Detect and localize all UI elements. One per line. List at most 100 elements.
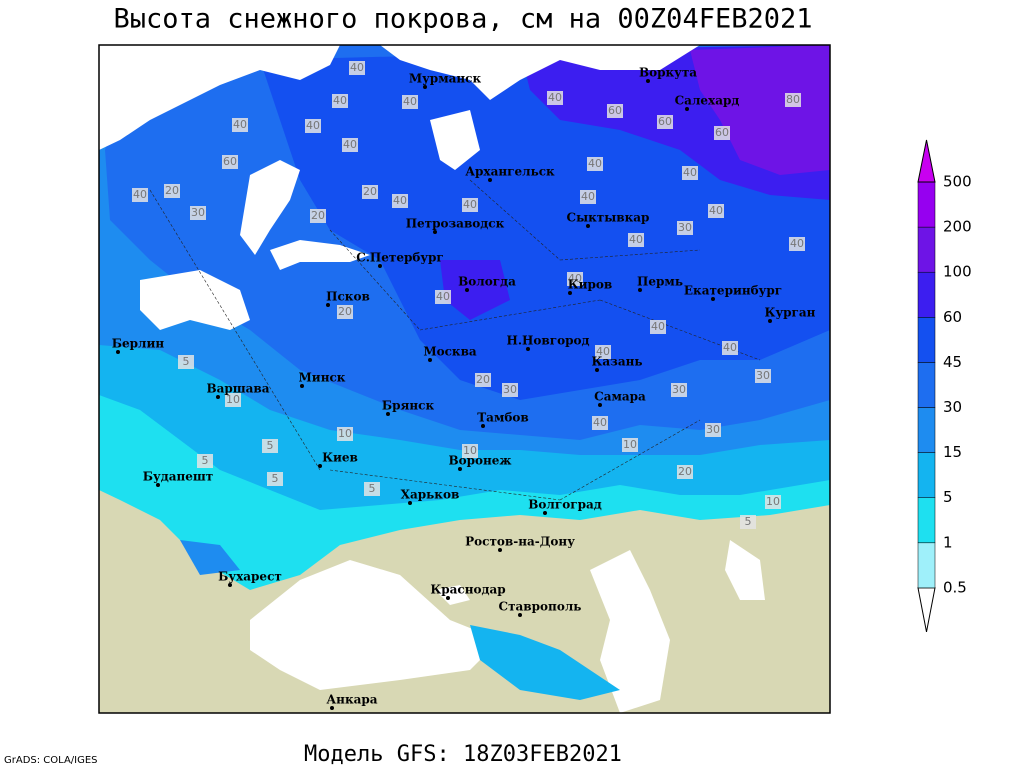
contour-label-box <box>722 341 738 355</box>
colorbar-label: 60 <box>943 308 962 326</box>
contour-label: 40 <box>651 320 665 333</box>
border <box>419 299 601 331</box>
contour-label: 20 <box>678 465 692 478</box>
title: Высота снежного покрова, см на 00Z04FEB2… <box>114 4 813 35</box>
sea <box>99 45 340 150</box>
contour-label-box <box>197 454 213 468</box>
city-label: Киев <box>322 451 358 465</box>
city-label: Киров <box>568 278 613 292</box>
colorbar-segment <box>917 497 936 544</box>
contour-label-box <box>337 427 353 441</box>
city-label: Бухарест <box>218 570 282 584</box>
contour-label-box <box>677 465 693 479</box>
contour-label: 10 <box>766 495 780 508</box>
colorbar-segment <box>917 226 936 273</box>
contour-label-box <box>607 104 623 118</box>
city-label: Воронеж <box>448 454 511 468</box>
city-label: Харьков <box>401 488 460 502</box>
snow-region <box>470 625 620 700</box>
contour-label-box <box>435 290 451 304</box>
map-frame <box>98 44 831 714</box>
contour-label: 40 <box>403 95 417 108</box>
colorbar-label: 45 <box>943 353 962 371</box>
snow-region <box>690 45 830 175</box>
city-dot <box>518 613 522 617</box>
city-dot <box>228 583 232 587</box>
contour-label: 40 <box>436 290 450 303</box>
city-dot <box>646 79 650 83</box>
contour-label-box <box>402 95 418 109</box>
city-dot <box>386 412 390 416</box>
contour-label-box <box>362 185 378 199</box>
contour-label-box <box>337 305 353 319</box>
contour-label: 5 <box>183 355 190 368</box>
border <box>329 469 561 501</box>
city-label: Ростов-на-Дону <box>465 535 575 549</box>
contour-label-box <box>392 194 408 208</box>
contour-label: 40 <box>548 91 562 104</box>
contour-label: 40 <box>588 157 602 170</box>
contour-label: 10 <box>226 393 240 406</box>
contour-label-box <box>580 190 596 204</box>
city-dot <box>595 368 599 372</box>
contour-label: 30 <box>678 221 692 234</box>
sea <box>270 240 370 270</box>
city-label: Пермь <box>637 275 683 289</box>
city-label: Мурманск <box>409 72 482 86</box>
city-dot <box>300 384 304 388</box>
contour-label-box <box>232 118 248 132</box>
contour-label-box <box>547 91 563 105</box>
city-dot <box>428 358 432 362</box>
border <box>559 419 701 501</box>
city-label: Тамбов <box>477 411 528 425</box>
city-dot <box>768 319 772 323</box>
contour-label-box <box>765 495 781 509</box>
contour-label-box <box>708 204 724 218</box>
city-dot <box>481 424 485 428</box>
contour-label: 40 <box>596 345 610 358</box>
contour-label-box <box>475 373 491 387</box>
contour-label-box <box>622 438 638 452</box>
snow-region <box>180 540 240 575</box>
contour-label: 60 <box>223 155 237 168</box>
colorbar-label: 100 <box>943 263 972 281</box>
city-dot <box>433 230 437 234</box>
contour-label: 40 <box>593 416 607 429</box>
city-dot <box>598 403 602 407</box>
contour-label-box <box>592 416 608 430</box>
contour-label: 5 <box>745 515 752 528</box>
contour-label-box <box>364 482 380 496</box>
colorbar-over <box>917 139 936 183</box>
contour-label: 10 <box>623 438 637 451</box>
contour-label-box <box>222 155 238 169</box>
contour-label: 40 <box>233 118 247 131</box>
contour-label: 40 <box>629 233 643 246</box>
contour-label: 30 <box>756 369 770 382</box>
contour-label-box <box>657 115 673 129</box>
colorbar-segment <box>917 317 936 363</box>
contour-label-box <box>567 272 583 286</box>
contour-label: 80 <box>786 93 800 106</box>
sea <box>240 160 300 255</box>
city-label: Салехард <box>675 94 740 108</box>
colorbar-label: 15 <box>943 443 962 461</box>
contour-label: 40 <box>133 188 147 201</box>
city-label: Варшава <box>206 382 269 396</box>
contour-label: 20 <box>363 185 377 198</box>
city-dot <box>156 483 160 487</box>
city-dot <box>638 288 642 292</box>
city-label: Москва <box>423 345 477 359</box>
city-dot <box>526 347 530 351</box>
colorbar-segment <box>917 181 936 228</box>
city-dot <box>446 596 450 600</box>
city-dot <box>330 706 334 710</box>
city-label: Краснодар <box>430 583 505 597</box>
contour-label: 20 <box>476 373 490 386</box>
city-dot <box>543 511 547 515</box>
city-label: Волгоград <box>528 498 601 512</box>
map: 40 40 40 40 40 40 60 40 20 30 20 20 40 40 40 40 60 60 60 80… <box>99 45 830 713</box>
city-label: Будапешт <box>143 470 213 484</box>
contour-label-box <box>502 383 518 397</box>
contour-label: 40 <box>723 341 737 354</box>
contour-label-box <box>671 383 687 397</box>
